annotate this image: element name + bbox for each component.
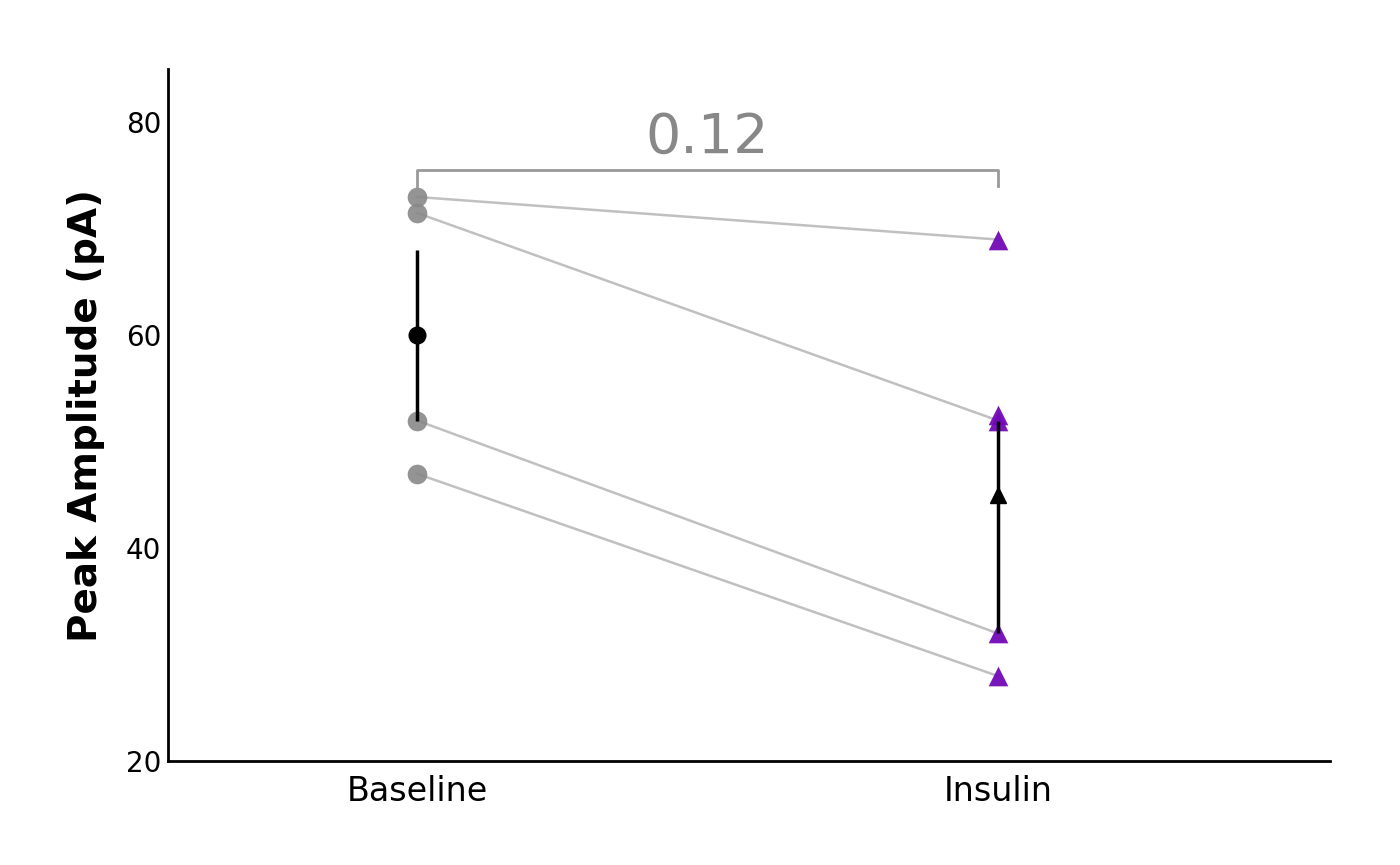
Point xyxy=(406,413,428,427)
Point xyxy=(987,626,1009,640)
Point xyxy=(406,206,428,220)
Point xyxy=(406,467,428,481)
Point xyxy=(406,190,428,204)
Point xyxy=(987,413,1009,427)
Point xyxy=(987,233,1009,247)
Point xyxy=(987,408,1009,422)
Text: 0.12: 0.12 xyxy=(645,111,769,165)
Y-axis label: Peak Amplitude (pA): Peak Amplitude (pA) xyxy=(67,189,105,642)
Point xyxy=(987,670,1009,683)
